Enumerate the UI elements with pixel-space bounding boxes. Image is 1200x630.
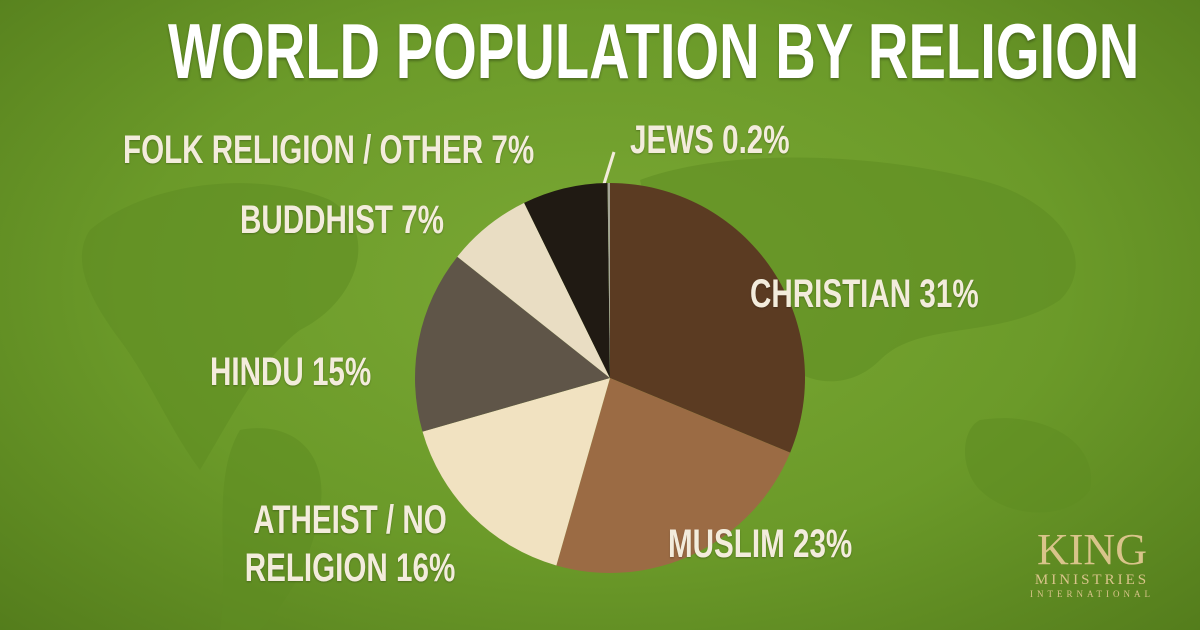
pie-slice: [610, 183, 806, 453]
slice-label: BUDDHIST 7%: [240, 198, 444, 243]
value-label: 7%: [401, 198, 444, 242]
category-name: JEWS: [630, 118, 714, 162]
category-name: MUSLIM: [668, 522, 785, 566]
pie-slice: [457, 202, 610, 378]
pie-slice: [422, 378, 610, 566]
slice-label: HINDU 15%: [210, 350, 371, 395]
slice-label: FOLK RELIGION / OTHER 7%: [123, 128, 534, 173]
chart-title: WORLD POPULATION BY RELIGION: [167, 7, 1140, 95]
category-name: ATHEIST / NO RELIGION: [244, 498, 447, 590]
value-label: 7%: [491, 128, 535, 172]
logo-line: INTERNATIONAL: [1030, 589, 1154, 599]
slice-label: MUSLIM 23%: [668, 522, 852, 567]
slice-label: ATHEIST / NO RELIGION 16%: [195, 496, 506, 592]
leader-line: [602, 151, 616, 185]
value-label: 0.2%: [722, 118, 790, 162]
logo-line: MINISTRIES: [1034, 572, 1150, 588]
value-label: 31%: [919, 272, 979, 316]
logo-name: KING: [1037, 525, 1147, 574]
pie-slice: [524, 183, 610, 378]
category-name: CHRISTIAN: [750, 272, 912, 316]
category-name: FOLK RELIGION / OTHER: [123, 128, 484, 172]
logo: KING MINISTRIES INTERNATIONAL: [1030, 525, 1154, 600]
value-label: 16%: [396, 546, 456, 590]
category-name: HINDU: [210, 350, 304, 394]
slice-label: CHRISTIAN 31%: [750, 272, 979, 317]
value-label: 23%: [792, 522, 853, 566]
pie-slice: [607, 183, 610, 378]
pie-slice: [415, 256, 610, 432]
value-label: 15%: [311, 350, 372, 394]
world-map: [81, 157, 1092, 630]
pie-slice: [556, 378, 791, 574]
slice-label: JEWS 0.2%: [630, 118, 790, 163]
category-name: BUDDHIST: [240, 198, 393, 242]
